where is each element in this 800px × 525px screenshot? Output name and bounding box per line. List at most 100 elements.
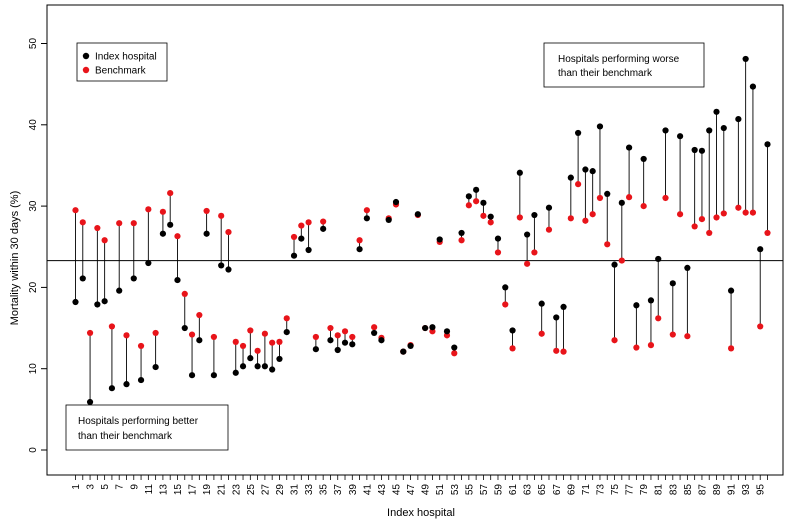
index-hospital-point: [720, 124, 727, 132]
index-hospital-point: [494, 235, 502, 242]
annotation-better-box: [65, 404, 229, 451]
index-hospital-point: [502, 284, 509, 291]
index-hospital-point: [582, 166, 589, 173]
index-hospital-point: [655, 255, 662, 263]
index-hospital-point: [225, 266, 232, 273]
benchmark-point: [611, 337, 618, 344]
index-hospital-point: [363, 215, 370, 222]
x-tick-label: 61: [508, 484, 519, 496]
benchmark-point: [363, 207, 370, 214]
benchmark-point: [261, 330, 268, 337]
x-axis-title: Index hospital: [387, 507, 455, 519]
benchmark-point: [720, 210, 727, 217]
legend-label-benchmark: Benchmark: [95, 66, 147, 77]
benchmark-point: [94, 224, 101, 232]
x-tick-label: 51: [435, 484, 446, 496]
index-hospital-point: [727, 287, 735, 294]
y-tick-label: 50: [28, 38, 39, 50]
index-hospital-point: [283, 329, 290, 336]
index-hospital-point: [626, 144, 633, 151]
index-hospital-point: [764, 141, 771, 148]
benchmark-point: [626, 194, 633, 201]
x-tick-label: 39: [348, 484, 359, 496]
index-hospital-point: [181, 324, 188, 332]
benchmark-point: [509, 345, 516, 352]
x-tick-label: 19: [202, 484, 213, 496]
legend: Index hospital Benchmark: [76, 42, 168, 82]
index-hospital-point: [400, 348, 407, 355]
benchmark-point: [72, 207, 79, 214]
benchmark-point: [545, 226, 553, 233]
benchmark-point: [254, 347, 261, 354]
benchmark-point: [473, 198, 480, 205]
index-hospital-point: [276, 355, 283, 363]
benchmark-point: [749, 209, 757, 216]
x-tick-label: 91: [727, 484, 738, 496]
x-tick-label: 89: [712, 484, 723, 496]
benchmark-point: [465, 202, 472, 209]
benchmark-point: [582, 217, 589, 224]
benchmark-point: [371, 324, 378, 331]
index-hospital-point: [101, 298, 108, 305]
benchmark-point: [676, 211, 684, 218]
y-tick-label: 20: [28, 281, 39, 293]
index-hospital-point: [159, 230, 167, 237]
x-tick-label: 75: [610, 484, 621, 496]
index-hospital-point: [618, 199, 625, 206]
benchmark-point: [269, 339, 276, 346]
benchmark-point: [458, 237, 465, 244]
benchmark-point: [494, 249, 502, 256]
index-hospital-point: [684, 264, 691, 271]
x-tick-label: 81: [654, 484, 665, 496]
x-tick-label: 87: [697, 484, 708, 496]
index-hospital-point: [443, 328, 451, 335]
benchmark-point: [334, 332, 341, 339]
index-hospital-point: [210, 372, 217, 379]
index-hospital-point: [94, 301, 101, 308]
index-hospital-point: [545, 204, 553, 211]
index-hospital-point: [757, 246, 764, 253]
annotation-better-line2: than their benchmark: [78, 431, 173, 442]
x-tick-label: 1: [71, 484, 82, 490]
index-hospital-point: [86, 398, 94, 406]
benchmark-point: [86, 329, 94, 337]
index-hospital-point: [305, 246, 312, 254]
benchmark-point: [137, 342, 145, 350]
benchmark-point: [145, 206, 152, 213]
benchmark-point: [196, 311, 203, 319]
x-tick-label: 17: [188, 484, 199, 496]
x-tick-label: 47: [406, 484, 417, 496]
y-tick-label: 30: [28, 200, 39, 212]
index-hospital-point: [669, 280, 676, 287]
index-hospital-point: [589, 168, 596, 175]
legend-marker-index: [82, 52, 90, 60]
x-tick-label: 9: [129, 484, 140, 490]
index-hospital-point: [145, 259, 152, 267]
x-tick-label: 7: [115, 484, 126, 490]
x-tick-label: 27: [260, 484, 271, 496]
y-tick-label: 10: [28, 363, 39, 375]
index-hospital-point: [560, 303, 567, 311]
x-tick-label: 71: [581, 484, 592, 496]
x-tick-label: 77: [625, 484, 636, 496]
index-hospital-point: [567, 174, 574, 181]
benchmark-point: [174, 233, 181, 240]
y-tick-label: 40: [28, 119, 39, 131]
index-hospital-point: [480, 199, 487, 206]
benchmark-point: [669, 331, 676, 338]
benchmark-point: [130, 220, 137, 227]
benchmark-point: [764, 229, 771, 237]
benchmark-point: [210, 333, 217, 341]
index-hospital-point: [429, 324, 436, 331]
index-hospital-point: [473, 186, 480, 193]
legend-marker-benchmark: [82, 66, 90, 74]
x-tick-label: 35: [319, 484, 330, 496]
index-hospital-point: [349, 341, 356, 348]
x-tick-label: 59: [493, 484, 504, 496]
index-hospital-point: [465, 193, 472, 200]
index-hospital-point: [531, 211, 538, 219]
benchmark-point: [225, 229, 232, 236]
annotation-worse-line2: than their benchmark: [558, 68, 653, 79]
x-tick-label: 5: [100, 484, 111, 490]
